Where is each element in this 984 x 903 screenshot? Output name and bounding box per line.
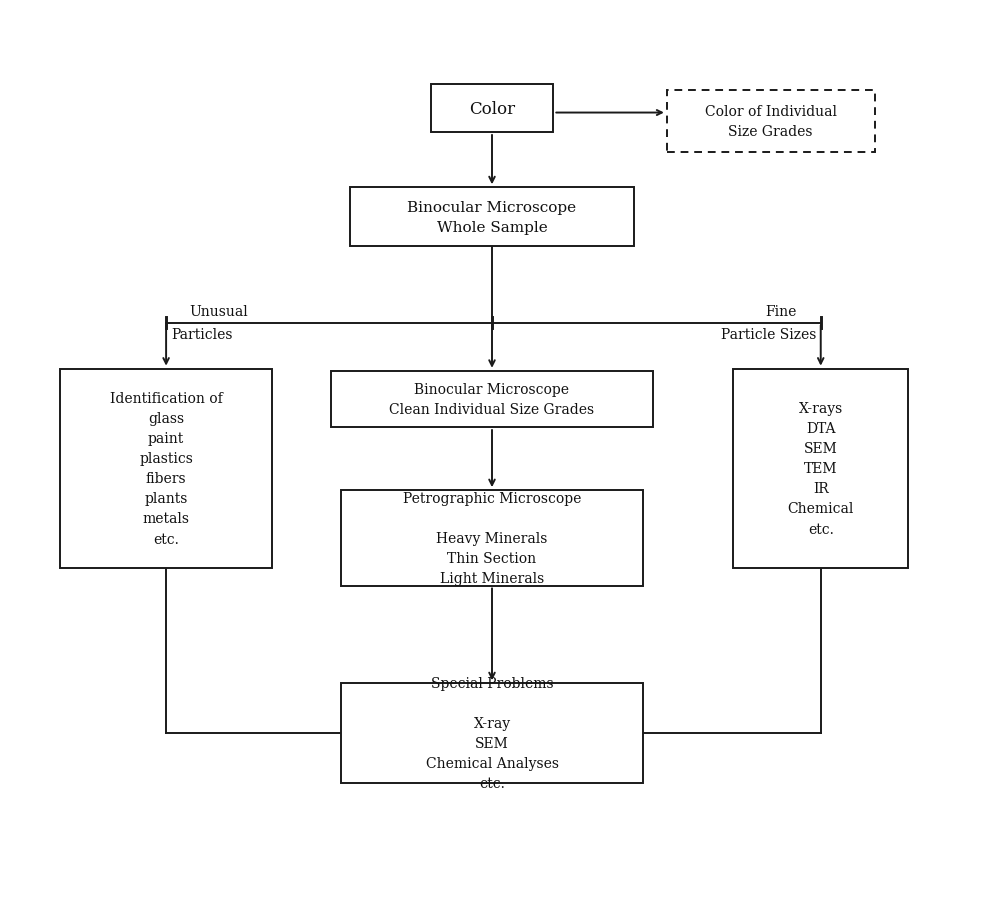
Text: Color: Color [469,100,515,117]
Text: Binocular Microscope
Whole Sample: Binocular Microscope Whole Sample [407,200,577,235]
Text: Identification of
glass
paint
plastics
fibers
plants
metals
etc.: Identification of glass paint plastics f… [110,392,222,546]
FancyBboxPatch shape [60,369,273,569]
Text: Particles: Particles [171,328,232,341]
Text: Unusual: Unusual [190,305,249,319]
Text: Particle Sizes: Particle Sizes [720,328,816,341]
FancyBboxPatch shape [350,188,634,247]
Text: Binocular Microscope
Clean Individual Size Grades: Binocular Microscope Clean Individual Si… [390,383,594,416]
FancyBboxPatch shape [340,684,644,783]
Text: Color of Individual
Size Grades: Color of Individual Size Grades [705,105,836,139]
FancyBboxPatch shape [733,369,908,569]
FancyBboxPatch shape [431,85,553,133]
FancyBboxPatch shape [667,91,875,154]
Text: Special Problems

X-ray
SEM
Chemical Analyses
etc.: Special Problems X-ray SEM Chemical Anal… [425,676,559,790]
FancyBboxPatch shape [340,490,644,586]
Text: X-rays
DTA
SEM
TEM
IR
Chemical
etc.: X-rays DTA SEM TEM IR Chemical etc. [787,402,854,535]
Text: Fine: Fine [766,305,797,319]
FancyBboxPatch shape [332,371,652,428]
Text: Petrographic Microscope

Heavy Minerals
Thin Section
Light Minerals: Petrographic Microscope Heavy Minerals T… [402,491,582,585]
